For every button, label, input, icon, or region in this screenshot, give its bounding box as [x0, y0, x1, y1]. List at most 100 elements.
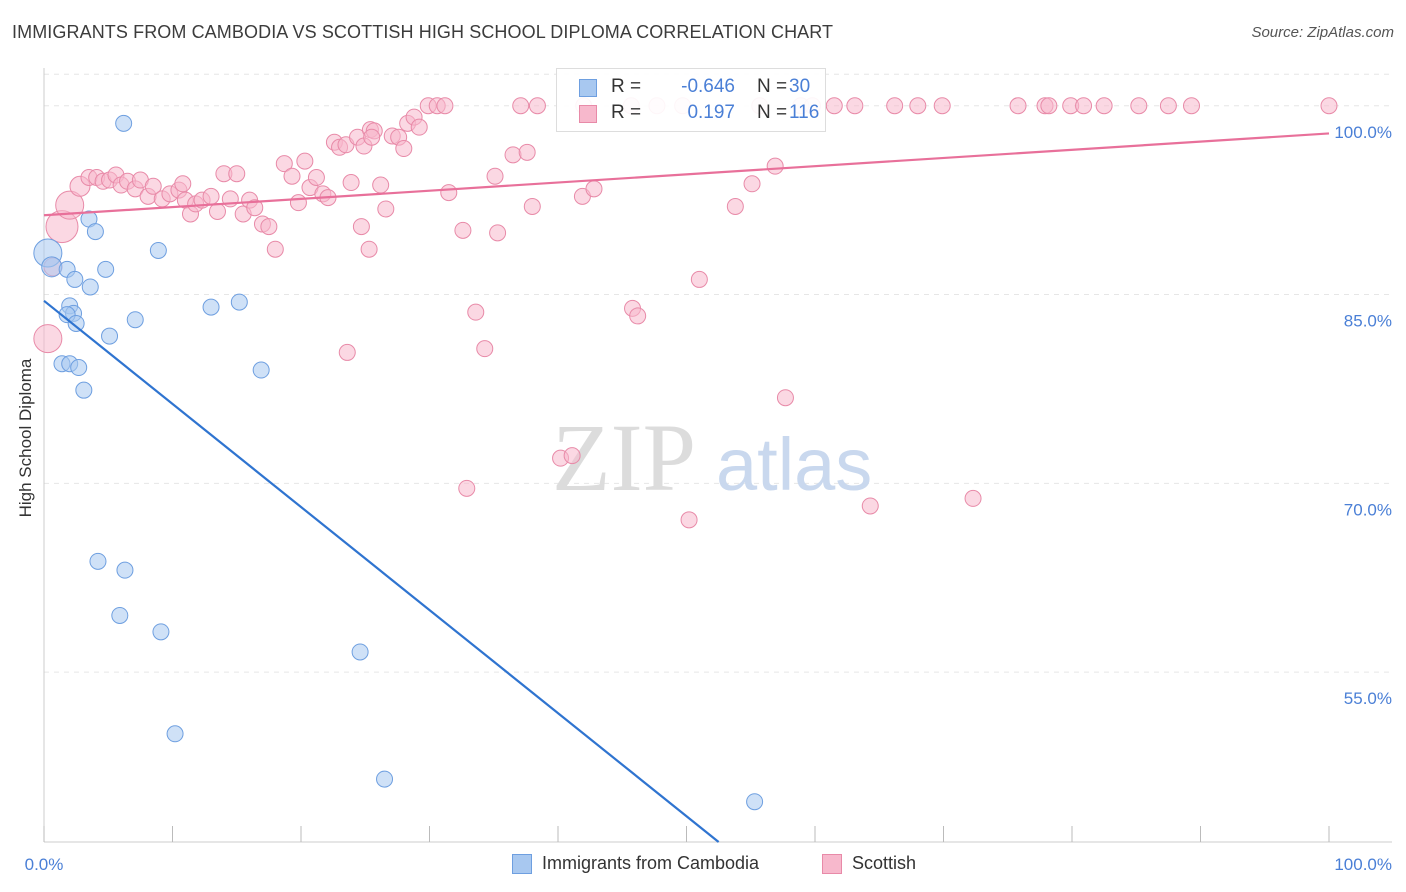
point-cambodia	[66, 270, 84, 288]
point-scottish	[458, 479, 476, 497]
point-cambodia	[166, 725, 184, 743]
point-scottish	[228, 165, 246, 183]
point-cambodia	[89, 552, 107, 570]
point-cambodia	[115, 114, 133, 132]
point-scottish	[512, 97, 530, 115]
point-scottish	[825, 97, 843, 115]
point-cambodia	[202, 298, 220, 316]
point-cambodia	[41, 256, 63, 278]
point-cambodia	[75, 381, 93, 399]
stats-legend: R = -0.646 N = 30 R = 0.197 N = 116	[556, 68, 826, 132]
y-tick-label: 85.0%	[1344, 312, 1392, 331]
legend-n-label: N =	[757, 76, 788, 97]
point-scottish	[563, 447, 581, 465]
legend-swatch-cambodia	[512, 854, 532, 874]
trend-line-scottish	[43, 132, 1330, 217]
point-cambodia	[101, 327, 119, 345]
point-scottish	[377, 200, 395, 218]
point-cambodia	[152, 623, 170, 641]
point-scottish	[476, 340, 494, 358]
legend-label-scottish: Scottish	[852, 853, 917, 873]
watermark-atlas: atlas	[716, 423, 872, 506]
point-scottish	[342, 174, 360, 192]
point-scottish	[436, 97, 454, 115]
point-cambodia	[81, 278, 99, 296]
point-scottish	[283, 167, 301, 185]
point-scottish	[360, 240, 378, 258]
point-scottish	[296, 152, 314, 170]
point-scottish	[1009, 97, 1027, 115]
chart-source: Source: ZipAtlas.com	[1251, 24, 1394, 41]
point-cambodia	[67, 314, 85, 332]
point-scottish	[275, 155, 293, 173]
point-scottish	[1095, 97, 1113, 115]
point-cambodia	[351, 643, 369, 661]
point-scottish	[933, 97, 951, 115]
legend-r-label: R =	[611, 76, 642, 97]
point-cambodia	[126, 311, 144, 329]
point-scottish	[690, 270, 708, 288]
point-scottish	[307, 168, 325, 186]
x-tick-label: 100.0%	[1334, 855, 1392, 874]
chart-title: IMMIGRANTS FROM CAMBODIA VS SCOTTISH HIG…	[12, 22, 834, 42]
legend-r-value: -0.646	[681, 76, 735, 97]
point-scottish	[585, 180, 603, 198]
point-scottish	[886, 97, 904, 115]
point-scottish	[260, 218, 278, 236]
point-scottish	[743, 175, 761, 193]
point-scottish	[440, 184, 458, 202]
point-scottish	[338, 343, 356, 361]
trend-lines	[43, 132, 1330, 843]
legend-swatch-scottish	[579, 105, 597, 123]
point-scottish	[454, 221, 472, 239]
point-scottish	[861, 497, 879, 515]
point-scottish	[410, 118, 428, 136]
legend-n-label: N =	[757, 102, 788, 123]
x-tick-label: 0.0%	[25, 855, 64, 874]
y-tick-label: 55.0%	[1344, 689, 1392, 708]
point-scottish	[352, 218, 370, 236]
y-tick-label: 70.0%	[1344, 500, 1392, 519]
point-scottish	[680, 511, 698, 529]
point-cambodia	[70, 359, 88, 377]
point-cambodia	[376, 770, 394, 788]
point-scottish	[1159, 97, 1177, 115]
trend-line-cambodia	[43, 299, 720, 843]
point-scottish	[144, 177, 162, 195]
point-scottish	[202, 187, 220, 205]
point-scottish	[846, 97, 864, 115]
point-scottish	[629, 307, 647, 325]
legend-n-value: 116	[789, 102, 820, 123]
point-cambodia	[230, 293, 248, 311]
legend-n-value: 30	[789, 76, 811, 97]
point-scottish	[528, 97, 546, 115]
point-scottish	[489, 224, 507, 242]
point-cambodia	[97, 260, 115, 278]
point-scottish	[174, 175, 192, 193]
point-scottish	[964, 489, 982, 507]
series-legend: Immigrants from Cambodia Scottish	[0, 850, 1406, 880]
point-scottish	[1040, 97, 1058, 115]
point-cambodia	[86, 223, 104, 241]
point-scottish	[33, 324, 63, 354]
point-scottish	[363, 128, 381, 146]
grid-lines	[44, 73, 1392, 673]
point-scottish	[1075, 97, 1093, 115]
y-tick-label: 100.0%	[1334, 123, 1392, 142]
point-scottish	[766, 157, 784, 175]
point-cambodia	[116, 561, 134, 579]
point-scottish	[726, 197, 744, 215]
point-scottish	[486, 167, 504, 185]
legend-r-value: 0.197	[687, 102, 735, 123]
point-scottish	[523, 197, 541, 215]
legend-swatch-cambodia	[579, 79, 597, 97]
point-scottish	[395, 140, 413, 158]
point-cambodia	[149, 241, 167, 259]
point-scottish	[266, 240, 284, 258]
point-scottish	[1320, 97, 1338, 115]
point-scottish	[518, 143, 536, 161]
legend-r-label: R =	[611, 102, 642, 123]
watermark: ZIP atlas	[552, 404, 872, 511]
point-scottish	[372, 176, 390, 194]
